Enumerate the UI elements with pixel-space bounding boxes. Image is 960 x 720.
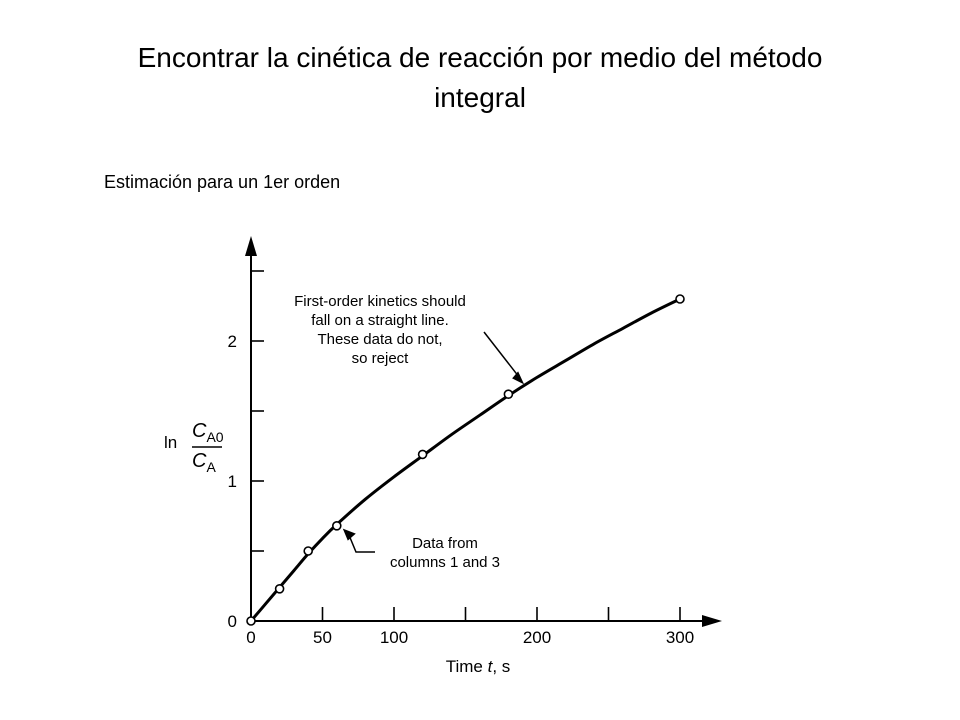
y-tick-label: 2 xyxy=(228,332,237,351)
y-axis-title-denominator: CA xyxy=(192,450,216,475)
chart-annotations: First-order kinetics should fall on a str… xyxy=(294,293,525,571)
fitted-curve xyxy=(249,297,681,622)
annotation-data-source-arrowhead xyxy=(342,528,356,541)
annotation-first-order-note-line: so reject xyxy=(352,350,410,367)
x-axis-title-prefix: Time xyxy=(446,657,488,676)
chart-axes xyxy=(245,236,722,627)
y-tick-label: 0 xyxy=(228,612,237,631)
data-point xyxy=(303,546,314,556)
y-axis-title-numerator-subscript: A0 xyxy=(206,429,223,445)
x-tick-label: 50 xyxy=(313,628,332,647)
data-point xyxy=(503,389,514,400)
slide-title-line-1: Encontrar la cinética de reacción por me… xyxy=(137,42,823,73)
y-axis-title-numerator-main: C xyxy=(192,420,207,442)
chart-curve-layer xyxy=(249,297,681,622)
y-tick-label: 1 xyxy=(228,472,237,491)
slide-title: Encontrar la cinética de reacción por me… xyxy=(40,38,920,118)
data-point xyxy=(274,583,285,594)
y-axis-title-ln: ln xyxy=(164,433,177,452)
x-tick-label: 100 xyxy=(380,628,408,647)
slide-title-line-2: integral xyxy=(434,82,526,113)
data-point xyxy=(417,449,428,460)
annotation-first-order-leader xyxy=(483,331,521,379)
x-axis-title-suffix: , s xyxy=(492,657,510,676)
x-tick-label: 0 xyxy=(246,628,255,647)
y-axis-title-denominator-subscript: A xyxy=(206,459,216,475)
annotation-data-source-note: Data from columns 1 and 3 xyxy=(390,535,500,571)
data-point xyxy=(675,294,685,304)
y-axis-title-numerator: CA0 xyxy=(192,420,224,445)
annotation-data-source-leader xyxy=(348,534,375,553)
x-axis-title-variable: t xyxy=(488,657,494,676)
x-tick-label: 300 xyxy=(666,628,694,647)
annotation-first-order-note-line: These data do not, xyxy=(317,331,442,348)
annotation-data-source-note-line: columns 1 and 3 xyxy=(390,554,500,571)
x-axis-title: Time t, s xyxy=(446,657,511,676)
x-tick-label: 200 xyxy=(523,628,551,647)
x-axis-arrowhead xyxy=(702,615,722,627)
annotation-first-order-note: First-order kinetics should fall on a str… xyxy=(294,293,466,367)
annotation-first-order-note-line: fall on a straight line. xyxy=(311,312,449,329)
chart-points-layer xyxy=(246,294,685,626)
data-point xyxy=(331,520,342,531)
annotation-data-source-note-line: Data from xyxy=(412,535,478,552)
y-axis-arrowhead xyxy=(245,236,257,256)
slide-subtitle: Estimación para un 1er orden xyxy=(104,172,341,192)
data-point xyxy=(246,616,256,626)
annotation-first-order-note-line: First-order kinetics should xyxy=(294,293,466,310)
annotation-first-order-arrowhead xyxy=(512,371,525,385)
y-axis-title-denominator-main: C xyxy=(192,450,207,472)
